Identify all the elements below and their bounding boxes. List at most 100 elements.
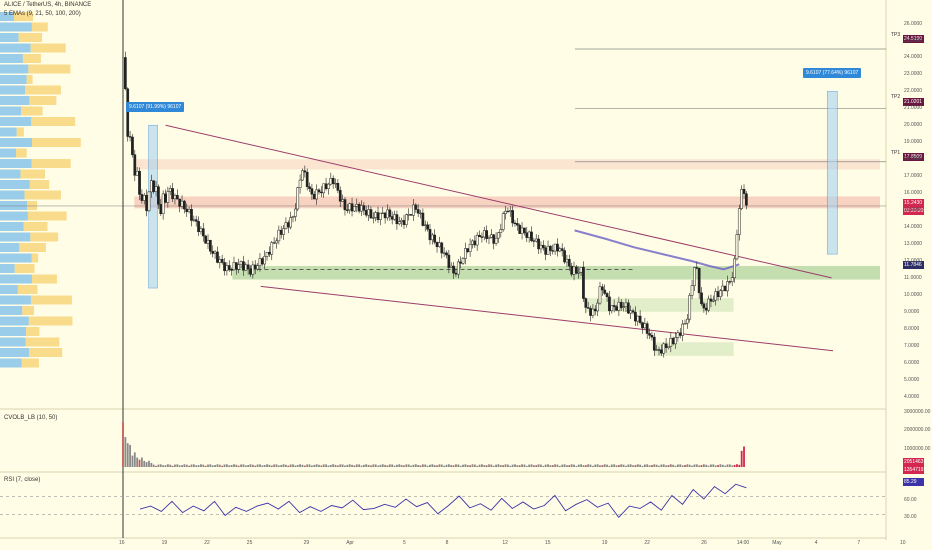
price-axis-tick: 21.0000 xyxy=(904,105,923,112)
volume-bar xyxy=(218,464,221,467)
volume-bar xyxy=(273,464,276,467)
candle xyxy=(126,88,130,137)
volume-profile-bar xyxy=(0,12,14,21)
candle xyxy=(539,244,543,250)
candle xyxy=(638,315,642,323)
candle xyxy=(515,223,519,226)
price-axis-tick: 10.0000 xyxy=(904,291,923,298)
volume-bar xyxy=(358,464,361,467)
candle xyxy=(305,171,309,187)
candle xyxy=(371,217,375,219)
candle xyxy=(591,308,595,316)
volume-bar xyxy=(641,465,644,467)
candle xyxy=(636,315,640,322)
candle xyxy=(147,191,151,212)
volume-bar xyxy=(429,464,431,467)
volume-bar xyxy=(301,464,304,467)
candle xyxy=(445,252,448,256)
zone-resistance-1 xyxy=(134,196,881,209)
volume-bar xyxy=(669,464,672,467)
volume-bar xyxy=(679,464,682,467)
volume-bar xyxy=(412,464,415,467)
candle xyxy=(652,336,656,351)
candle xyxy=(459,261,463,264)
volume-profile-bar xyxy=(0,348,30,357)
volume-profile-bar xyxy=(0,222,24,231)
volume-bar xyxy=(155,465,157,467)
volume-bar xyxy=(653,464,656,467)
volume-bar xyxy=(606,464,608,467)
price-axis-tick: 18.0000 xyxy=(904,156,923,163)
candle xyxy=(662,343,666,354)
volume-profile-bar xyxy=(22,54,41,63)
volume-bar xyxy=(424,464,427,467)
volume-bar xyxy=(582,465,585,467)
volume-bar xyxy=(353,465,356,467)
volume-bar xyxy=(693,464,696,467)
volume-bar xyxy=(138,459,141,467)
candle xyxy=(312,193,316,200)
volume-bar xyxy=(230,465,233,467)
volume-profile-bar xyxy=(22,306,34,315)
volume-bar xyxy=(438,464,441,467)
volume-bar xyxy=(573,464,575,467)
volume-bar xyxy=(724,465,727,467)
volume-profile-bar xyxy=(0,358,22,368)
rsi-legend: RSI (7, close) xyxy=(4,477,41,483)
candle xyxy=(525,232,529,238)
candle xyxy=(334,183,337,185)
candle xyxy=(180,200,184,207)
volume-bar xyxy=(530,464,533,467)
volume-profile-bar xyxy=(31,117,76,126)
volume-bar xyxy=(455,464,457,467)
candle xyxy=(223,262,226,272)
volume-bar xyxy=(521,464,523,467)
candle xyxy=(464,248,467,259)
volume-bar xyxy=(433,464,436,467)
candle xyxy=(603,289,607,294)
volume-bar xyxy=(672,464,675,467)
volume-bar xyxy=(329,464,332,467)
candle xyxy=(490,234,493,238)
candle xyxy=(395,214,399,225)
volume-profile-bar xyxy=(0,337,26,347)
candle xyxy=(456,261,460,275)
volume-bar xyxy=(280,464,283,467)
volume-bar xyxy=(207,464,209,467)
volume-profile-bar xyxy=(23,222,48,231)
volume-profile-bar xyxy=(0,211,28,221)
candle xyxy=(381,212,385,215)
candle xyxy=(645,323,649,334)
volume-bar xyxy=(209,464,212,467)
candle xyxy=(400,220,403,222)
volume-profile-bar xyxy=(31,274,57,284)
candle xyxy=(244,264,248,271)
candle xyxy=(596,302,599,312)
candle xyxy=(433,234,437,243)
rsi-line xyxy=(139,483,747,518)
candle xyxy=(341,199,344,202)
volume-bar xyxy=(240,464,242,467)
volume-bar xyxy=(200,464,202,467)
volume-profile-bar xyxy=(0,117,32,126)
volume-bar xyxy=(143,460,146,467)
price-axis-tick: 26.0000 xyxy=(904,20,923,27)
candle xyxy=(634,311,637,322)
volume-profile-bar xyxy=(31,253,39,263)
volume-bar xyxy=(686,464,689,467)
volume-bar xyxy=(594,464,597,467)
zone-support-2 xyxy=(232,265,881,280)
time-axis-tick: 4 xyxy=(814,540,818,546)
volume-bar xyxy=(440,464,443,467)
candle xyxy=(605,293,609,298)
volume-bar xyxy=(362,464,365,467)
trendline-upper xyxy=(165,124,832,279)
candle xyxy=(183,200,186,210)
volume-bar xyxy=(547,464,549,467)
candle xyxy=(263,256,267,265)
candle xyxy=(553,243,557,252)
cvol-tag-2: 1354719.00 xyxy=(903,466,931,474)
volume-bar xyxy=(315,464,318,467)
volume-bar xyxy=(695,464,698,467)
